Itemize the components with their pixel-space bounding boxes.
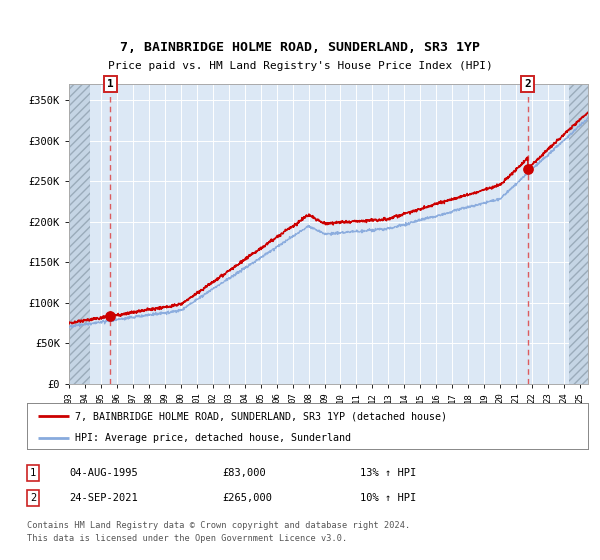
Text: £83,000: £83,000 [222,468,266,478]
Text: 13% ↑ HPI: 13% ↑ HPI [360,468,416,478]
Text: 10% ↑ HPI: 10% ↑ HPI [360,493,416,503]
Text: Contains HM Land Registry data © Crown copyright and database right 2024.
This d: Contains HM Land Registry data © Crown c… [27,521,410,543]
Bar [569,84,588,384]
Text: HPI: Average price, detached house, Sunderland: HPI: Average price, detached house, Sund… [74,433,350,442]
Text: 1: 1 [30,468,36,478]
Text: 2: 2 [524,79,531,89]
Text: 1: 1 [107,79,114,89]
Text: Price paid vs. HM Land Registry's House Price Index (HPI): Price paid vs. HM Land Registry's House … [107,61,493,71]
Bar [69,84,90,384]
Text: 7, BAINBRIDGE HOLME ROAD, SUNDERLAND, SR3 1YP: 7, BAINBRIDGE HOLME ROAD, SUNDERLAND, SR… [120,41,480,54]
Text: 04-AUG-1995: 04-AUG-1995 [69,468,138,478]
Text: £265,000: £265,000 [222,493,272,503]
Text: 7, BAINBRIDGE HOLME ROAD, SUNDERLAND, SR3 1YP (detached house): 7, BAINBRIDGE HOLME ROAD, SUNDERLAND, SR… [74,411,446,421]
Point [523,165,533,174]
Text: 2: 2 [30,493,36,503]
Point [106,312,115,321]
Text: 24-SEP-2021: 24-SEP-2021 [69,493,138,503]
